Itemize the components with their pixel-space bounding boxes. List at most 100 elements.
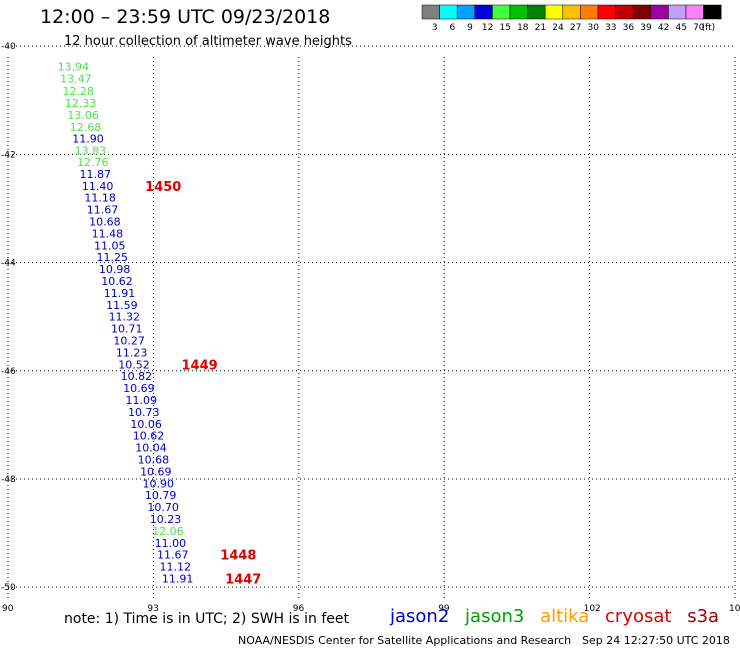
pass-time-label: 1450: [145, 180, 181, 195]
wave-height-label: 11.90: [72, 133, 104, 146]
wave-height-label: 10.23: [150, 513, 182, 526]
wave-height-label: 11.05: [94, 239, 126, 252]
wave-height-label: 11.91: [104, 287, 136, 300]
wave-height-label: 10.62: [133, 430, 165, 443]
wave-height-label: 13.06: [67, 109, 99, 122]
y-tick-label: -50: [1, 583, 16, 593]
y-axis-tick-labels: -40 -42 -44 -46 -48 -50: [1, 42, 16, 593]
satellite-legend: jason2 jason3 altika cryosat s3a: [390, 606, 729, 627]
wave-height-label: 11.32: [109, 311, 141, 324]
wave-height-label: 11.67: [157, 549, 189, 562]
wave-height-label: 10.27: [113, 334, 145, 347]
x-tick-label: 96: [293, 604, 305, 614]
wave-height-label: 13.47: [60, 73, 92, 86]
colorbar-label: 18: [517, 23, 529, 33]
colorbar-swatch: [527, 4, 546, 20]
colorbar-swatch: [632, 4, 652, 20]
colorbar-label: 36: [623, 23, 635, 33]
colorbar-swatch: [562, 4, 581, 20]
wave-height-label: 10.73: [128, 406, 160, 419]
wave-height-label: 10.70: [147, 501, 179, 514]
wave-height-label: 10.68: [89, 215, 121, 228]
wave-height-label: 10.68: [138, 454, 170, 467]
wave-height-label: 10.52: [118, 358, 150, 371]
colorbar-swatch: [474, 4, 493, 20]
x-tick-label: 99: [438, 604, 450, 614]
colorbar-swatch: [492, 4, 511, 20]
colorbar-label: 15: [499, 23, 510, 33]
legend-s3a: s3a: [687, 606, 720, 627]
wave-height-label: 10.79: [145, 489, 177, 502]
colorbar-swatch: [615, 4, 634, 20]
colorbar-swatch: [544, 4, 564, 20]
wave-height-labels: 13.9413.4712.2812.3313.0612.6811.9013.83…: [58, 61, 194, 586]
wave-height-label: 10.71: [111, 323, 143, 336]
legend-altika: altika: [540, 606, 590, 627]
colorbar-swatch: [580, 4, 599, 20]
wave-height-label: 11.91: [162, 573, 194, 586]
wave-height-label: 11.12: [159, 561, 191, 574]
colorbar-swatch: [439, 4, 458, 20]
colorbar-label: 21: [535, 23, 546, 33]
colorbar-label: 9: [467, 23, 473, 33]
wave-height-label: 11.40: [82, 180, 114, 193]
colorbar-label: 70: [693, 23, 705, 33]
x-tick-label: 102: [584, 604, 601, 614]
colorbar-label: 33: [605, 23, 616, 33]
wave-height-label: 12.33: [65, 97, 97, 110]
wave-height-label: 11.67: [87, 204, 119, 217]
colorbar-label: 30: [587, 23, 599, 33]
x-tick-label: 90: [2, 604, 14, 614]
colorbar-swatch: [685, 4, 704, 20]
wave-height-label: 11.18: [84, 192, 116, 205]
wave-height-label: 13.83: [75, 145, 107, 158]
footer-note: note: 1) Time is in UTC; 2) SWH is in fe…: [64, 611, 350, 627]
wave-height-label: 11.87: [79, 168, 111, 181]
y-tick-label: -44: [1, 259, 16, 269]
footer-timestamp: Sep 24 12:27:50 UTC 2018: [582, 634, 730, 647]
wave-height-label: 11.25: [96, 251, 128, 264]
wave-height-label: 11.59: [106, 299, 138, 312]
y-tick-label: -40: [1, 42, 16, 52]
wave-height-label: 12.68: [70, 121, 102, 134]
pass-time-label: 1449: [182, 358, 218, 373]
colorbar-swatch: [703, 4, 722, 20]
colorbar-label: 24: [552, 23, 564, 33]
colorbar: 3 6 9 12 15 18 21 24 27 30 33 36 39 42 45 70(ft): [421, 4, 722, 33]
wave-height-label: 10.04: [135, 442, 167, 455]
y-tick-label: -48: [1, 475, 16, 485]
colorbar-swatch: [650, 4, 669, 20]
pass-time-label: 1448: [220, 549, 256, 564]
wave-height-label: 10.69: [140, 465, 172, 478]
wave-height-label: 10.98: [99, 263, 131, 276]
colorbar-unit: (ft): [702, 23, 716, 33]
colorbar-label: 12: [482, 23, 493, 33]
page-title: 12:00 – 23:59 UTC 09/23/2018: [40, 6, 331, 28]
legend-cryosat: cryosat: [605, 606, 672, 627]
x-tick-label: 105: [729, 604, 740, 614]
wave-height-label: 12.06: [152, 525, 184, 538]
x-axis-tick-labels: 90 93 96 99 102 105: [2, 604, 740, 614]
footer-credit: NOAA/NESDIS Center for Satellite Applica…: [238, 634, 572, 647]
colorbar-label: 39: [640, 23, 652, 33]
wave-height-label: 10.06: [130, 418, 162, 431]
colorbar-label: 6: [450, 23, 456, 33]
wave-height-label: 12.76: [77, 156, 109, 169]
legend-jason3: jason3: [465, 606, 525, 627]
y-tick-label: -46: [1, 367, 16, 377]
pass-time-label: 1447: [225, 573, 261, 588]
wave-height-label: 11.48: [92, 227, 124, 240]
colorbar-swatch: [421, 4, 440, 20]
y-tick-label: -42: [1, 150, 16, 160]
colorbar-label: 27: [570, 23, 581, 33]
page-subtitle: 12 hour collection of altimeter wave hei…: [64, 34, 352, 49]
wave-height-label: 10.82: [121, 370, 153, 383]
wave-height-label: 10.62: [101, 275, 133, 288]
colorbar-label: 42: [658, 23, 669, 33]
wave-height-label: 11.09: [126, 394, 158, 407]
colorbar-label: 45: [675, 23, 686, 33]
wave-height-label: 13.94: [58, 61, 90, 74]
x-tick-label: 93: [147, 604, 158, 614]
colorbar-label: 3: [432, 23, 438, 33]
wave-height-label: 10.69: [123, 382, 155, 395]
